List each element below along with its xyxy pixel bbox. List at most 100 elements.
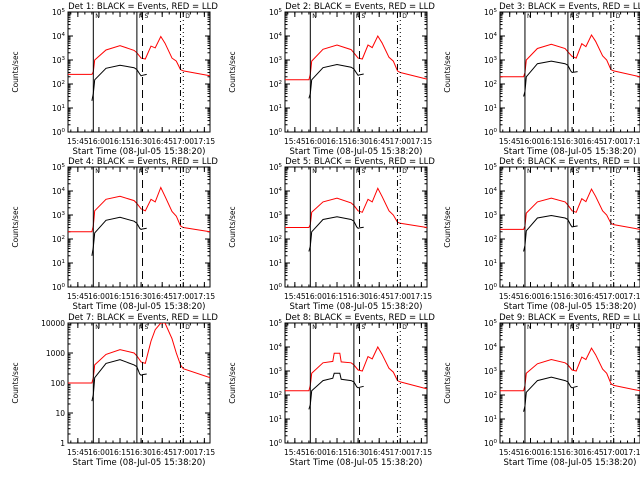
- x-axis-label: Start Time (08-Jul-05 15:38:20): [73, 458, 206, 468]
- vline-letter: N: [312, 168, 317, 175]
- series-events-line: [523, 214, 578, 252]
- y-tick-label: 104: [269, 343, 283, 352]
- x-axis-label: Start Time (08-Jul-05 15:38:20): [73, 302, 206, 312]
- vline-letter: N: [527, 324, 532, 331]
- series-events-line: [523, 376, 578, 412]
- x-axis-label: Start Time (08-Jul-05 15:38:20): [504, 458, 637, 468]
- x-tick-label: 16:00: [305, 292, 327, 301]
- x-tick-label: 16:30: [561, 292, 583, 301]
- chart-title: Det 4: BLACK = Events, RED = LLD: [68, 157, 218, 167]
- series-events-line: [91, 216, 147, 256]
- vline-letter: D: [185, 168, 190, 175]
- x-axis-label: Start Time (08-Jul-05 15:38:20): [290, 147, 423, 157]
- series-lld-line: [68, 186, 210, 233]
- vline-letter: D: [402, 13, 407, 20]
- x-tick-label: 16:15: [540, 448, 562, 457]
- vline-letter: S: [145, 168, 149, 175]
- panel-det-4: Det 4: BLACK = Events, RED = LLD Counts/s…: [11, 157, 218, 312]
- y-tick-label: 101: [269, 104, 282, 113]
- x-tick-label: 17:00: [172, 292, 194, 301]
- x-tick-label: 15:45: [67, 137, 89, 146]
- x-tick-label: 16:00: [305, 137, 327, 146]
- y-tick-label: 100: [52, 128, 66, 137]
- y-axis-label: Counts/sec: [443, 206, 452, 247]
- series-events-line: [308, 372, 364, 410]
- x-tick-label: 16:30: [561, 448, 583, 457]
- x-tick-label: 16:30: [130, 292, 152, 301]
- x-tick-label: 16:30: [130, 448, 152, 457]
- chart-title: Det 6: BLACK = Events, RED = LLD: [499, 157, 640, 167]
- x-tick-label: 17:00: [389, 137, 411, 146]
- y-tick-label: 103: [52, 56, 66, 65]
- x-tick-label: 16:30: [347, 137, 369, 146]
- x-tick-label: 17:00: [172, 137, 194, 146]
- y-tick-label: 103: [484, 56, 498, 65]
- y-axis-label: Counts/sec: [228, 362, 237, 403]
- y-tick-label: 100: [269, 439, 283, 448]
- y-tick-label: 104: [484, 343, 498, 352]
- y-tick-label: 104: [52, 187, 66, 196]
- plot-frame: [499, 166, 640, 288]
- y-tick-label: 103: [269, 367, 283, 376]
- plot-frame: [67, 11, 211, 133]
- x-tick-label: 16:00: [88, 292, 110, 301]
- vline-letter: S: [145, 13, 149, 20]
- panel-det-3: Det 3: BLACK = Events, RED = LLD Counts/s…: [443, 2, 640, 157]
- x-tick-label: 15:45: [67, 292, 89, 301]
- x-tick-label: 16:15: [109, 292, 131, 301]
- x-tick-label: 16:15: [326, 292, 348, 301]
- x-tick-label: 16:15: [326, 137, 348, 146]
- y-tick-label: 100: [269, 128, 283, 137]
- vline-letter: N: [356, 168, 361, 175]
- chart-title: Det 8: BLACK = Events, RED = LLD: [285, 313, 435, 323]
- x-axis-label: Start Time (08-Jul-05 15:38:20): [504, 147, 637, 157]
- y-tick-label: 100: [484, 128, 498, 137]
- x-axis-label: Start Time (08-Jul-05 15:38:20): [290, 458, 423, 468]
- x-tick-label: 16:00: [88, 448, 110, 457]
- x-tick-label: 16:15: [109, 137, 131, 146]
- x-axis-label: Start Time (08-Jul-05 15:38:20): [504, 302, 637, 312]
- series-events-line: [308, 216, 364, 252]
- x-tick-label: 16:45: [368, 448, 390, 457]
- vline-letter: S: [575, 13, 579, 20]
- vline-letter: D: [616, 13, 621, 20]
- x-tick-label: 17:15: [624, 137, 640, 146]
- x-tick-label: 17:15: [194, 137, 216, 146]
- plot-frame: [67, 166, 211, 288]
- x-tick-label: 16:15: [109, 448, 131, 457]
- vline-letter: S: [575, 168, 579, 175]
- x-tick-label: 16:30: [561, 137, 583, 146]
- y-tick-label: 100: [52, 283, 66, 292]
- plot-frame: [499, 322, 640, 444]
- x-tick-label: 16:45: [151, 448, 173, 457]
- y-tick-label: 100: [484, 283, 498, 292]
- vline-letter: N: [139, 168, 144, 175]
- vline-letter: S: [362, 13, 366, 20]
- x-tick-label: 17:15: [411, 292, 433, 301]
- y-tick-label: 105: [484, 8, 498, 17]
- y-axis-label: Counts/sec: [11, 51, 20, 92]
- y-tick-label: 10: [55, 409, 65, 418]
- y-tick-label: 100: [269, 283, 283, 292]
- y-axis-label: Counts/sec: [443, 51, 452, 92]
- vline-letter: D: [616, 324, 621, 331]
- y-tick-label: 102: [52, 235, 65, 244]
- y-tick-label: 102: [484, 391, 497, 400]
- plot-frame: [284, 322, 428, 444]
- x-tick-label: 16:00: [305, 448, 327, 457]
- y-axis-label: Counts/sec: [228, 206, 237, 247]
- series-events-line: [91, 359, 147, 402]
- series-lld-line: [500, 33, 640, 78]
- vline-letter: N: [95, 13, 100, 20]
- plot-frame: [499, 11, 640, 133]
- vline-letter: N: [570, 324, 575, 331]
- x-tick-label: 17:15: [194, 292, 216, 301]
- vline-letter: N: [527, 13, 532, 20]
- x-tick-label: 17:15: [194, 448, 216, 457]
- x-tick-label: 16:45: [151, 137, 173, 146]
- panel-det-7: Det 7: BLACK = Events, RED = LLD Counts/s…: [11, 313, 218, 468]
- y-axis-label: Counts/sec: [228, 51, 237, 92]
- y-tick-label: 103: [52, 211, 66, 220]
- x-tick-label: 16:15: [540, 137, 562, 146]
- x-tick-label: 16:00: [520, 448, 542, 457]
